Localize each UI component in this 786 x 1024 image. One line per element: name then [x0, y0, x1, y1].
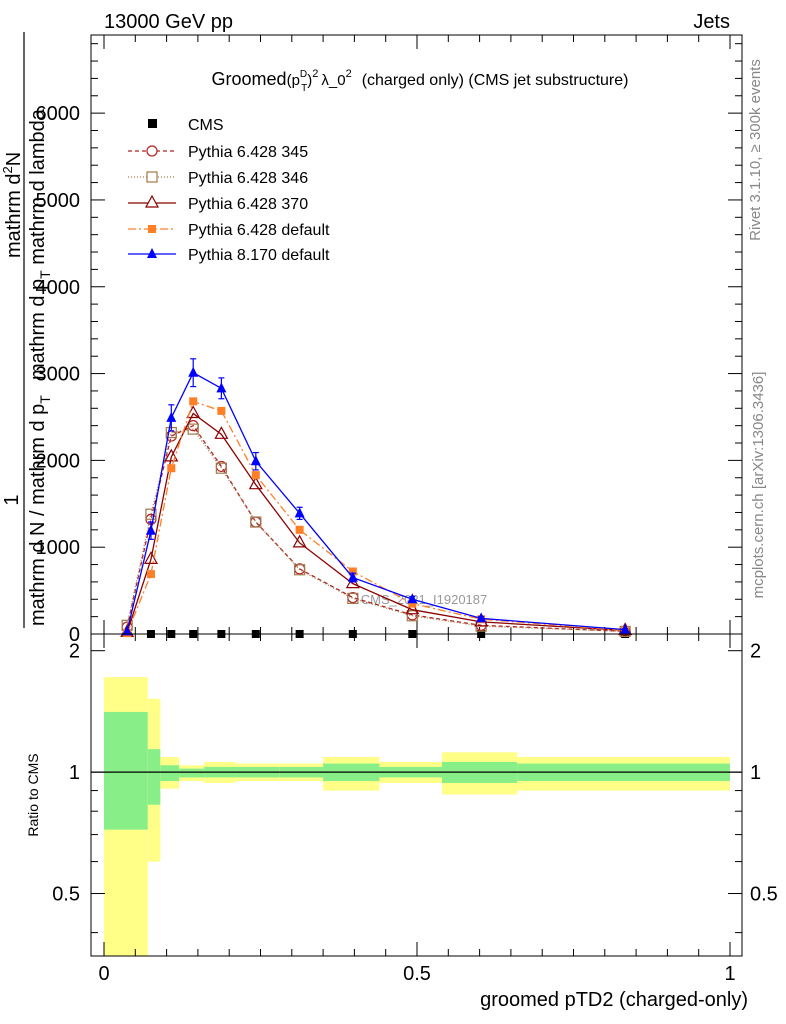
plot-title-sub-t: T [301, 83, 307, 94]
main-ytick-label: 3000 [36, 364, 81, 386]
ratio-xtick-label: 0.5 [403, 963, 431, 985]
series-point-py370 [292, 534, 307, 548]
ratio-ytick-label-right: 1 [750, 762, 761, 784]
plot-title-formula: (p [287, 72, 300, 89]
main-ytick-label: 2000 [36, 450, 81, 472]
ratio-ytick-label-right: 2 [750, 641, 761, 663]
ratio-y-ticks: 0.5 0.5 1 1 2 2 [52, 641, 778, 934]
plot-title-close: ) [307, 72, 312, 89]
series-point-py8 [166, 411, 177, 422]
main-ytick-label: 6000 [36, 103, 81, 125]
rivet-label: Rivet 3.1.10, ≥ 300k events [747, 59, 764, 241]
series-point-py370 [164, 448, 179, 462]
legend-label-py345: Pythia 6.428 345 [188, 144, 308, 161]
series-point-py346 [215, 462, 227, 474]
series-point-py8 [347, 571, 358, 582]
main-ytick-label: 4000 [36, 277, 81, 299]
main-y-ticks: 0 1000 2000 3000 4000 5000 6000 [36, 43, 742, 646]
series-point-py370 [214, 426, 229, 439]
series-point-pydef [348, 567, 357, 576]
energy-label: 13000 GeV pp [104, 11, 233, 33]
plot-title-sup-2b: 2 [346, 68, 352, 80]
ylabel-numerator-c: mathrm d2N [0, 152, 25, 258]
ratio-plot-frame [90, 633, 743, 957]
ratio-band-inner [160, 765, 180, 782]
series-point-py8 [122, 625, 133, 636]
y-axis-label: 1 mathrm d N / mathrm d pT mathrm d pT m… [0, 32, 53, 628]
legend-label-pydef: Pythia 6.428 default [188, 222, 330, 239]
ratio-ytick-label-left: 0.5 [52, 884, 80, 906]
analysis-watermark: CMS_2021_I1920187 [361, 592, 488, 607]
series-point-py346 [145, 508, 157, 520]
ylabel-numerator-a: mathrm d pT mathrm d lambda [27, 108, 53, 380]
series-point-pydef [408, 599, 417, 608]
ratio-xtick-label: 1 [724, 963, 735, 985]
series-point-py345 [347, 591, 359, 604]
series-layer [120, 358, 633, 638]
series-point-py370 [405, 601, 420, 615]
legend-label-py370: Pythia 6.428 370 [188, 196, 308, 213]
ratio-ytick-label-left: 1 [69, 762, 80, 784]
series-point-py8 [188, 366, 199, 377]
legend-marker-cms [148, 119, 157, 128]
legend-label-py8: Pythia 8.170 default [188, 247, 330, 264]
ratio-band-inner [179, 768, 205, 778]
series-point-pydef [217, 406, 226, 415]
plot-title-sup-d: D [300, 69, 307, 80]
ratio-bands [104, 677, 730, 956]
legend-label-py346: Pythia 6.428 346 [188, 170, 308, 187]
series-point-py8 [250, 455, 261, 466]
series-point-py370 [248, 476, 263, 490]
ratio-band-inner [147, 749, 161, 805]
plot-title-main: Groomed [212, 69, 287, 89]
series-point-py8 [294, 507, 305, 518]
ylabel-denominator: mathrm d N / mathrm d pT [27, 395, 53, 626]
x-axis-label: groomed pTD2 (charged-only) [480, 989, 748, 1011]
series-line-pydef [126, 400, 626, 634]
series-point-pydef [295, 525, 304, 534]
series-point-py8 [145, 524, 156, 535]
series-point-py346 [187, 423, 199, 435]
ratio-x-ticks: 0 0.5 1 [98, 634, 736, 985]
ylabel-one: 1 [1, 494, 23, 505]
series-line-py370 [126, 412, 626, 633]
series-point-py8 [476, 612, 487, 623]
legend: CMS Pythia 6.428 345 Pythia 6.428 346 Py… [128, 117, 330, 264]
series-point-pydef [251, 471, 260, 480]
legend-marker-py8 [147, 248, 157, 258]
ratio-ytick-label-right: 0.5 [750, 884, 778, 906]
ratio-ytick-label-left: 2 [69, 641, 80, 663]
plot-title: Groomed(pD T)2 λ_02 (charged only) (CMS jet… [212, 68, 629, 94]
main-x-ticks [103, 35, 731, 634]
series-point-pydef [189, 397, 198, 406]
process-label: Jets [693, 11, 730, 33]
legend-marker-py346 [146, 171, 158, 183]
plot-title-sup-2a: 2 [312, 68, 318, 80]
series-point-py8 [216, 382, 227, 393]
main-ytick-label: 0 [69, 624, 80, 646]
series-point-pydef [146, 570, 155, 579]
ratio-y-label: Ratio to CMS [25, 753, 41, 836]
legend-marker-pydef [148, 225, 156, 233]
legend-marker-py370 [144, 194, 160, 208]
series-point-pydef [167, 464, 176, 473]
main-ytick-label: 1000 [36, 537, 81, 559]
ratio-band-inner [104, 711, 148, 830]
series-point-py346 [294, 564, 306, 576]
ratio-xtick-label: 0 [98, 963, 109, 985]
series-point-py346 [347, 592, 359, 605]
legend-label-cms: CMS [188, 117, 224, 134]
plot-title-tail: (charged only) (CMS jet substructure) [362, 72, 629, 89]
series-point-py346 [250, 516, 262, 528]
mcplots-label: mcplots.cern.ch [arXiv:1306.3436] [750, 372, 767, 599]
series-point-py346 [406, 610, 418, 622]
legend-marker-py345 [146, 145, 158, 157]
plot-title-lambda: λ_0 [321, 72, 345, 89]
series-point-py8 [407, 593, 418, 604]
main-ytick-label: 5000 [36, 190, 81, 212]
series-point-py8 [620, 623, 631, 634]
